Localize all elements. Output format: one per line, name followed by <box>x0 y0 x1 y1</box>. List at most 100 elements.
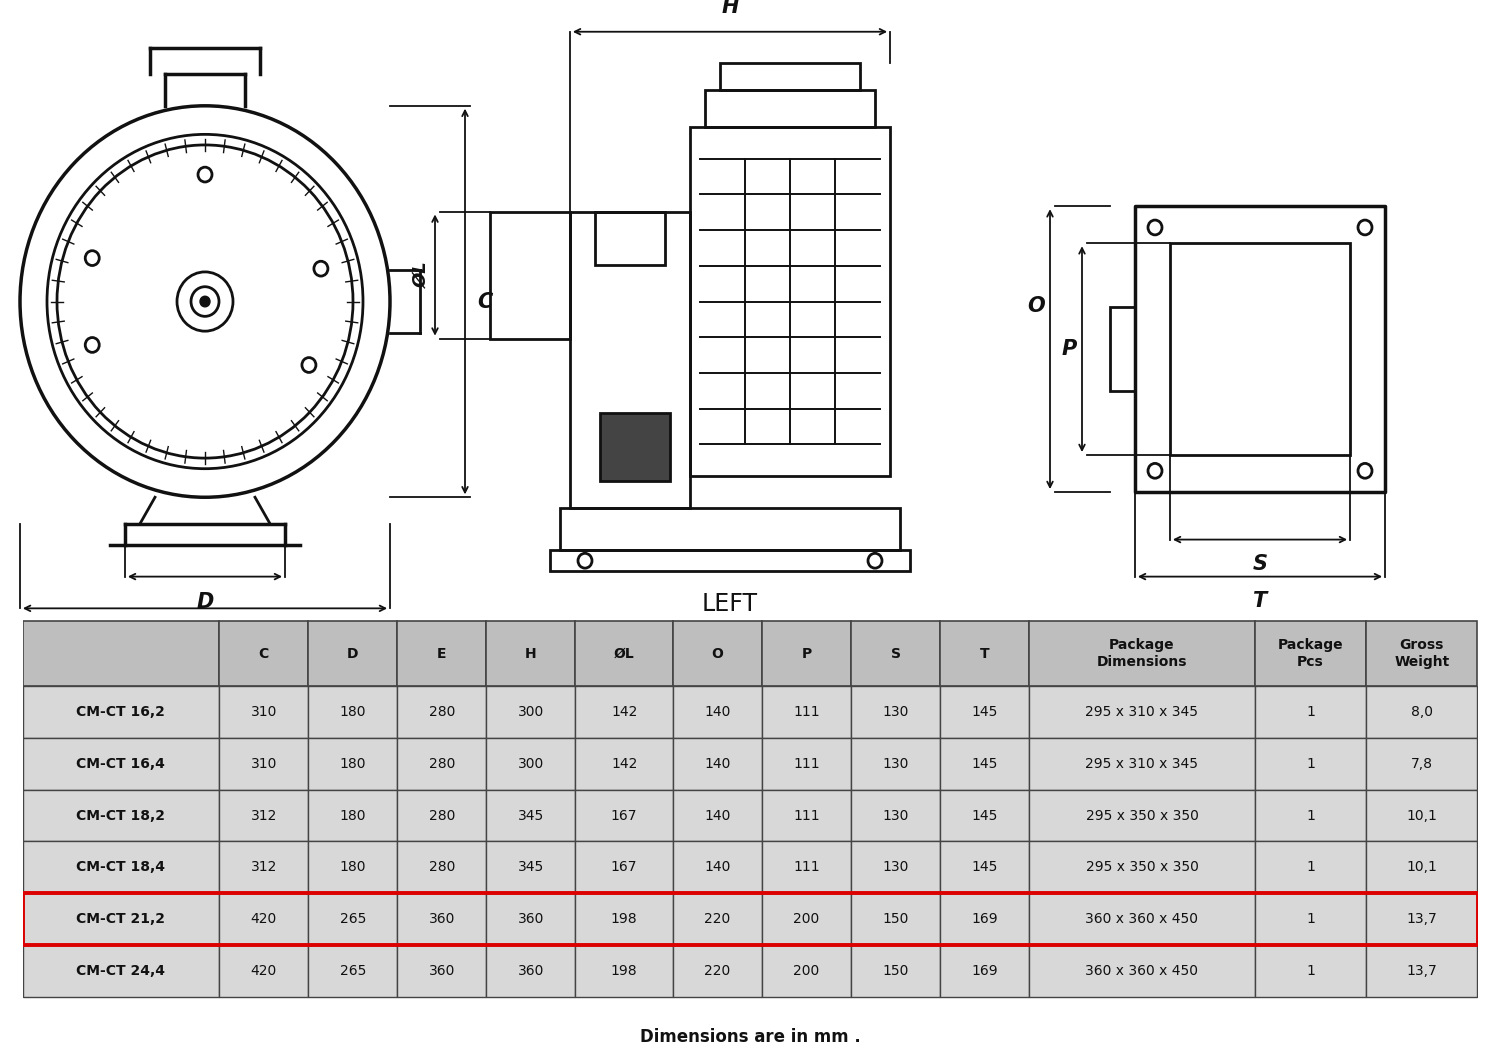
Bar <box>762 687 850 738</box>
Bar <box>576 945 674 997</box>
Text: 111: 111 <box>794 756 820 771</box>
Bar <box>309 893 398 945</box>
Text: 140: 140 <box>705 705 730 719</box>
Bar <box>398 687 486 738</box>
Text: E: E <box>198 624 211 644</box>
Text: 345: 345 <box>518 860 544 874</box>
Text: 130: 130 <box>882 705 909 719</box>
Text: C: C <box>477 292 492 311</box>
Text: 140: 140 <box>705 808 730 822</box>
Bar <box>940 687 1029 738</box>
Bar <box>309 789 398 841</box>
Bar <box>219 738 309 789</box>
Bar <box>1256 621 1366 687</box>
Bar <box>674 945 762 997</box>
Text: D: D <box>196 592 213 613</box>
Bar <box>1366 841 1478 893</box>
Text: 280: 280 <box>429 808 454 822</box>
Text: H: H <box>722 0 738 17</box>
Bar <box>398 841 486 893</box>
Text: S: S <box>1252 554 1268 574</box>
Text: 10,1: 10,1 <box>1407 860 1437 874</box>
Bar <box>1366 893 1478 945</box>
Text: 360: 360 <box>518 912 544 926</box>
Bar <box>674 738 762 789</box>
Text: 1: 1 <box>1306 964 1316 978</box>
Text: CM-CT 21,2: CM-CT 21,2 <box>76 912 165 926</box>
Text: CM-CT 24,4: CM-CT 24,4 <box>76 964 165 978</box>
Bar <box>576 841 674 893</box>
Text: 300: 300 <box>518 756 544 771</box>
Bar <box>762 945 850 997</box>
Bar <box>560 508 900 550</box>
Text: 145: 145 <box>972 860 998 874</box>
Bar <box>1170 243 1350 455</box>
Text: 360: 360 <box>429 912 454 926</box>
Text: 200: 200 <box>794 912 819 926</box>
Text: Dimensions are in mm .: Dimensions are in mm . <box>639 1027 861 1045</box>
Text: 1: 1 <box>1306 912 1316 926</box>
Bar <box>674 841 762 893</box>
Bar <box>309 687 398 738</box>
Bar <box>850 841 940 893</box>
Bar <box>398 738 486 789</box>
Text: 180: 180 <box>339 705 366 719</box>
Bar <box>762 893 850 945</box>
Bar <box>720 63 860 90</box>
Bar <box>576 789 674 841</box>
Text: 142: 142 <box>610 756 638 771</box>
Bar <box>1366 789 1478 841</box>
Bar <box>1366 621 1478 687</box>
Bar <box>1366 945 1478 997</box>
Bar <box>1256 841 1366 893</box>
Bar <box>219 841 309 893</box>
Text: 420: 420 <box>251 964 278 978</box>
Text: T: T <box>980 646 990 660</box>
Bar <box>850 945 940 997</box>
Bar <box>1029 738 1255 789</box>
Bar <box>550 550 910 571</box>
Bar <box>1256 945 1366 997</box>
Text: 7,8: 7,8 <box>1412 756 1432 771</box>
Text: 130: 130 <box>882 860 909 874</box>
Bar <box>309 841 398 893</box>
Bar <box>762 738 850 789</box>
Text: LEFT: LEFT <box>702 592 758 617</box>
Text: 111: 111 <box>794 808 820 822</box>
Bar <box>22 945 219 997</box>
Text: 200: 200 <box>794 964 819 978</box>
Text: 111: 111 <box>794 860 820 874</box>
Bar <box>940 841 1029 893</box>
Text: 295 x 350 x 350: 295 x 350 x 350 <box>1086 860 1198 874</box>
Text: 111: 111 <box>794 705 820 719</box>
Bar <box>219 789 309 841</box>
Text: CM-CT 16,4: CM-CT 16,4 <box>76 756 165 771</box>
Bar <box>309 621 398 687</box>
Bar <box>22 789 219 841</box>
Text: 345: 345 <box>518 808 544 822</box>
Text: O: O <box>711 646 723 660</box>
Bar <box>1110 307 1136 391</box>
Bar <box>940 738 1029 789</box>
Bar <box>850 738 940 789</box>
Bar <box>1029 789 1255 841</box>
Text: 420: 420 <box>251 912 278 926</box>
Bar <box>850 687 940 738</box>
Text: 295 x 310 x 345: 295 x 310 x 345 <box>1086 705 1198 719</box>
Text: 1: 1 <box>1306 705 1316 719</box>
Bar <box>576 738 674 789</box>
Bar <box>309 738 398 789</box>
Text: 310: 310 <box>251 705 278 719</box>
Bar <box>690 127 889 476</box>
Bar <box>1029 841 1255 893</box>
Text: 180: 180 <box>339 756 366 771</box>
Bar <box>940 893 1029 945</box>
Text: 180: 180 <box>339 860 366 874</box>
Text: P: P <box>801 646 812 660</box>
Text: T: T <box>1252 591 1268 612</box>
Bar <box>1366 738 1478 789</box>
Bar <box>22 893 219 945</box>
Bar <box>486 789 576 841</box>
Bar <box>1256 687 1366 738</box>
Bar <box>674 789 762 841</box>
